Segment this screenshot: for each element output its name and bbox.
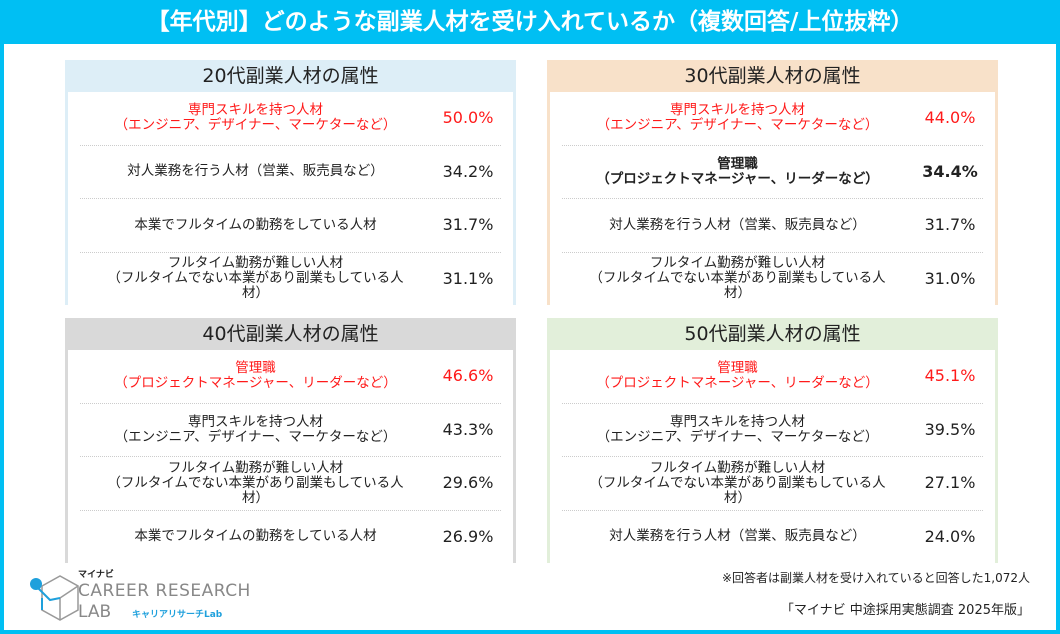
item-label-line2: （フルタイムでない本業があり副業もしている人 材） (589, 474, 886, 506)
logo-line1: CAREER RESEARCH (78, 581, 251, 601)
item-label-line1: 専門スキルを持つ人材 (670, 413, 805, 430)
logo: マイナビ CAREER RESEARCH LAB キャリアリサーチLab (24, 570, 264, 628)
item-percentage: 24.0% (924, 526, 976, 546)
item-percentage: 43.3% (442, 419, 494, 439)
respondent-note: ※回答者は副業人材を受け入れていると回答した1,072人 (721, 571, 1030, 585)
item-label: 専門スキルを持つ人材 （エンジニア、デザイナー、マーケターなど） (80, 413, 435, 445)
item-label-line1: 本業でフルタイムの勤務をしている人材 (134, 216, 377, 233)
list-item: 対人業務を行う人材（営業、販売員など） 31.7% (562, 199, 983, 253)
item-label: 管理職 （プロジェクトマネージャー、リーダーなど） (562, 155, 917, 187)
list-item: フルタイム勤務が難しい人材 （フルタイムでない本業があり副業もしている人 材） 2… (562, 457, 983, 511)
item-label-line2: （フルタイムでない本業があり副業もしている人 材） (107, 270, 404, 302)
item-percentage: 34.4% (922, 161, 978, 181)
item-label: フルタイム勤務が難しい人材 （フルタイムでない本業があり副業もしている人 材） (80, 459, 435, 506)
page-title: 【年代別】どのような副業人材を受け入れているか（複数回答/上位抜粋） (0, 0, 1060, 44)
item-label-line1: 専門スキルを持つ人材 (188, 102, 323, 119)
item-percentage: 31.0% (924, 268, 976, 288)
item-percentage: 34.2% (442, 161, 494, 181)
panel-title: 20代副業人材の属性 (65, 60, 516, 92)
item-label-line2: （プロジェクトマネージャー、リーダーなど） (596, 375, 879, 392)
source-note: 「マイナビ 中途採用実態調査 2025年版」 (780, 603, 1030, 618)
list-item: フルタイム勤務が難しい人材 （フルタイムでない本業があり副業もしている人 材） 2… (80, 457, 501, 511)
list-item: 管理職 （プロジェクトマネージャー、リーダーなど） 46.6% (80, 350, 501, 404)
list-item: 専門スキルを持つ人材 （エンジニア、デザイナー、マーケターなど） 44.0% (562, 92, 983, 146)
item-label: 本業でフルタイムの勤務をしている人材 (80, 529, 435, 544)
item-label-line2: （フルタイムでない本業があり副業もしている人 材） (589, 270, 886, 302)
item-label: 専門スキルを持つ人材 （エンジニア、デザイナー、マーケターなど） (562, 103, 917, 133)
list-item: 対人業務を行う人材（営業、販売員など） 34.2% (80, 146, 501, 199)
item-label-line1: フルタイム勤務が難しい人材 (167, 459, 344, 476)
panel-title: 40代副業人材の属性 (65, 318, 516, 350)
item-label: 管理職 （プロジェクトマネージャー、リーダーなど） (80, 361, 435, 391)
item-label-line1: 対人業務を行う人材（営業、販売員など） (609, 216, 866, 233)
item-label-line2: （プロジェクトマネージャー、リーダーなど） (114, 375, 397, 392)
item-label-line1: 対人業務を行う人材（営業、販売員など） (127, 163, 384, 180)
item-label: 管理職 （プロジェクトマネージャー、リーダーなど） (562, 361, 917, 391)
item-label-line2: （フルタイムでない本業があり副業もしている人 材） (107, 474, 404, 506)
item-label-line1: 管理職 (717, 360, 758, 377)
item-percentage: 46.6% (442, 366, 494, 386)
item-percentage: 26.9% (442, 526, 494, 546)
item-label-line2: （エンジニア、デザイナー、マーケターなど） (114, 428, 397, 445)
panel-20s: 20代副業人材の属性 専門スキルを持つ人材 （エンジニア、デザイナー、マーケターな… (65, 60, 516, 305)
list-item: フルタイム勤務が難しい人材 （フルタイムでない本業があり副業もしている人 材） 3… (562, 253, 983, 306)
item-percentage: 31.7% (442, 215, 494, 235)
item-label-line1: フルタイム勤務が難しい人材 (649, 255, 826, 272)
item-label-line2: （プロジェクトマネージャー、リーダーなど） (596, 170, 879, 187)
panel-title: 30代副業人材の属性 (547, 60, 998, 92)
item-label-line1: 管理職 (235, 360, 276, 377)
item-label-line2: （エンジニア、デザイナー、マーケターなど） (114, 117, 397, 134)
item-label-line2: （エンジニア、デザイナー、マーケターなど） (596, 428, 879, 445)
item-label-line2: （エンジニア、デザイナー、マーケターなど） (596, 117, 879, 134)
list-item: 専門スキルを持つ人材 （エンジニア、デザイナー、マーケターなど） 39.5% (562, 404, 983, 457)
item-label: 対人業務を行う人材（営業、販売員など） (80, 164, 435, 179)
list-item: 対人業務を行う人材（営業、販売員など） 24.0% (562, 511, 983, 564)
item-percentage: 50.0% (442, 108, 494, 128)
item-label-line1: フルタイム勤務が難しい人材 (649, 459, 826, 476)
item-label-line1: 専門スキルを持つ人材 (670, 102, 805, 119)
item-label: フルタイム勤務が難しい人材 （フルタイムでない本業があり副業もしている人 材） (562, 459, 917, 506)
item-percentage: 31.7% (924, 215, 976, 235)
item-label: フルタイム勤務が難しい人材 （フルタイムでない本業があり副業もしている人 材） (80, 256, 435, 301)
list-item: 本業でフルタイムの勤務をしている人材 26.9% (80, 511, 501, 564)
item-label: フルタイム勤務が難しい人材 （フルタイムでない本業があり副業もしている人 材） (562, 256, 917, 301)
list-item: 専門スキルを持つ人材 （エンジニア、デザイナー、マーケターなど） 43.3% (80, 404, 501, 457)
panel-50s: 50代副業人材の属性 管理職 （プロジェクトマネージャー、リーダーなど） 45.1… (547, 318, 998, 563)
logo-sub: キャリアリサーチLab (132, 610, 223, 620)
item-percentage: 31.1% (442, 268, 494, 288)
item-label: 本業でフルタイムの勤務をしている人材 (80, 216, 435, 233)
item-percentage: 45.1% (924, 366, 976, 386)
logo-cube-icon (30, 575, 79, 621)
logo-line2: LAB (78, 602, 112, 622)
item-label-line1: 本業でフルタイムの勤務をしている人材 (134, 528, 377, 545)
item-label-line1: 管理職 (717, 155, 758, 172)
item-label: 専門スキルを持つ人材 （エンジニア、デザイナー、マーケターなど） (562, 413, 917, 445)
item-label: 対人業務を行う人材（営業、販売員など） (562, 529, 917, 544)
list-item: 専門スキルを持つ人材 （エンジニア、デザイナー、マーケターなど） 50.0% (80, 92, 501, 146)
item-percentage: 44.0% (924, 108, 976, 128)
item-percentage: 39.5% (924, 419, 976, 439)
panel-30s: 30代副業人材の属性 専門スキルを持つ人材 （エンジニア、デザイナー、マーケターな… (547, 60, 998, 305)
list-item: 管理職 （プロジェクトマネージャー、リーダーなど） 45.1% (562, 350, 983, 404)
list-item: フルタイム勤務が難しい人材 （フルタイムでない本業があり副業もしている人 材） 3… (80, 253, 501, 306)
list-item: 本業でフルタイムの勤務をしている人材 31.7% (80, 199, 501, 253)
item-label-line1: 対人業務を行う人材（営業、販売員など） (609, 528, 866, 545)
list-item: 管理職 （プロジェクトマネージャー、リーダーなど） 34.4% (562, 146, 983, 199)
item-label-line1: 専門スキルを持つ人材 (188, 413, 323, 430)
panel-title: 50代副業人材の属性 (547, 318, 998, 350)
item-percentage: 27.1% (924, 473, 976, 493)
item-label: 対人業務を行う人材（営業、販売員など） (562, 216, 917, 233)
panel-40s: 40代副業人材の属性 管理職 （プロジェクトマネージャー、リーダーなど） 46.6… (65, 318, 516, 563)
item-label-line1: フルタイム勤務が難しい人材 (167, 255, 344, 272)
item-percentage: 29.6% (442, 473, 494, 493)
logo-brand: マイナビ (78, 570, 114, 580)
item-label: 専門スキルを持つ人材 （エンジニア、デザイナー、マーケターなど） (80, 103, 435, 133)
